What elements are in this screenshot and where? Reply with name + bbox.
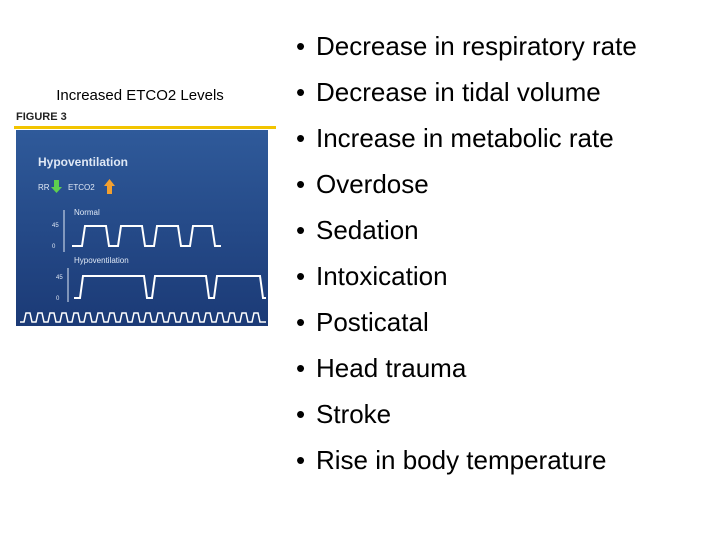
bullet: • (296, 353, 306, 383)
bullet-text: Stroke (316, 399, 392, 429)
up-arrow (107, 186, 112, 194)
bullet: • (296, 169, 306, 199)
bullet-text: Intoxication (316, 261, 448, 291)
hypo-label: Hypoventilation (74, 256, 129, 265)
bullet-text: Rise in body temperature (316, 445, 607, 475)
reference-wave (20, 312, 266, 323)
bullet-text: Decrease in tidal volume (316, 77, 601, 107)
bullet-item: • Increase in metabolic rate (296, 115, 637, 161)
bullet-text: Head trauma (316, 353, 467, 383)
hypo-high: 45 (56, 275, 63, 281)
bullet-item: • Rise in body temperature (296, 437, 637, 483)
figure: Hypoventilation RR ETCO2 Normal 45 0 Hyp… (16, 130, 268, 326)
normal-low: 0 (52, 244, 56, 250)
bullet-item: • Sedation (296, 207, 637, 253)
bullet: • (296, 31, 306, 61)
bullet-item: • Intoxication (296, 253, 637, 299)
down-arrow (54, 180, 59, 188)
hypo-wave (74, 275, 266, 299)
bullet-item: • Decrease in respiratory rate (296, 23, 637, 69)
down-arrow-head (51, 187, 62, 193)
slide-title: Increased ETCO2 Levels (56, 87, 224, 104)
figure-heading: Hypoventilation (38, 155, 128, 169)
bullet-text: Sedation (316, 215, 419, 245)
bullet-text: Overdose (316, 169, 429, 199)
bullet-item: • Head trauma (296, 345, 637, 391)
normal-label: Normal (74, 208, 100, 217)
hypo-low: 0 (56, 296, 60, 302)
bullet-item: • Decrease in tidal volume (296, 69, 637, 115)
figure-rule (14, 126, 276, 129)
bullet-text: Increase in metabolic rate (316, 123, 614, 153)
figure-label: FIGURE 3 (16, 111, 67, 123)
bullet: • (296, 307, 306, 337)
bullet-item: • Stroke (296, 391, 637, 437)
bullet-item: • Posticatal (296, 299, 637, 345)
bullet: • (296, 123, 306, 153)
bullet-text: Posticatal (316, 307, 429, 337)
normal-wave (72, 225, 221, 247)
bullet: • (296, 399, 306, 429)
bullet: • (296, 445, 306, 475)
bullet-text: Decrease in respiratory rate (316, 31, 637, 61)
bullet: • (296, 77, 306, 107)
normal-high: 45 (52, 223, 59, 229)
bullet: • (296, 261, 306, 291)
up-arrow-head (104, 179, 115, 186)
bullet-item: • Overdose (296, 161, 637, 207)
bullet-list: • Decrease in respiratory rate • Decrease i… (296, 23, 637, 483)
rr-label: RR (38, 183, 50, 192)
etco2-label: ETCO2 (68, 183, 95, 192)
bullet: • (296, 215, 306, 245)
